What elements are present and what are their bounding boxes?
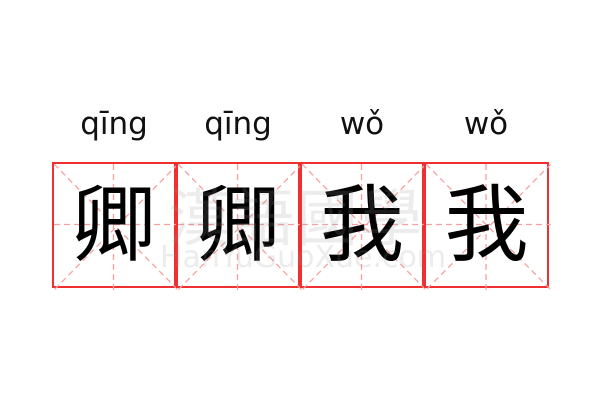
character-grid: 卿 卿 我 我: [52, 162, 551, 290]
guide-lines: [302, 164, 426, 290]
hanzi-4: 我: [444, 176, 529, 274]
guide-lines: [426, 164, 551, 290]
pinyin-2: qīng: [204, 106, 272, 142]
pinyin-1: qīng: [80, 106, 148, 142]
hanzi-1: 卿: [71, 176, 156, 274]
pinyin-4: wǒ: [463, 106, 509, 142]
character-cell: 卿: [176, 162, 302, 290]
pinyin-3: wǒ: [339, 106, 385, 142]
guide-lines: [54, 164, 178, 290]
character-cell: 卿: [52, 162, 178, 290]
hanzi-2: 卿: [195, 176, 280, 274]
character-cell: 我: [300, 162, 426, 290]
guide-lines: [178, 164, 302, 290]
hanzi-3: 我: [319, 176, 404, 274]
character-cell: 我: [424, 162, 551, 290]
